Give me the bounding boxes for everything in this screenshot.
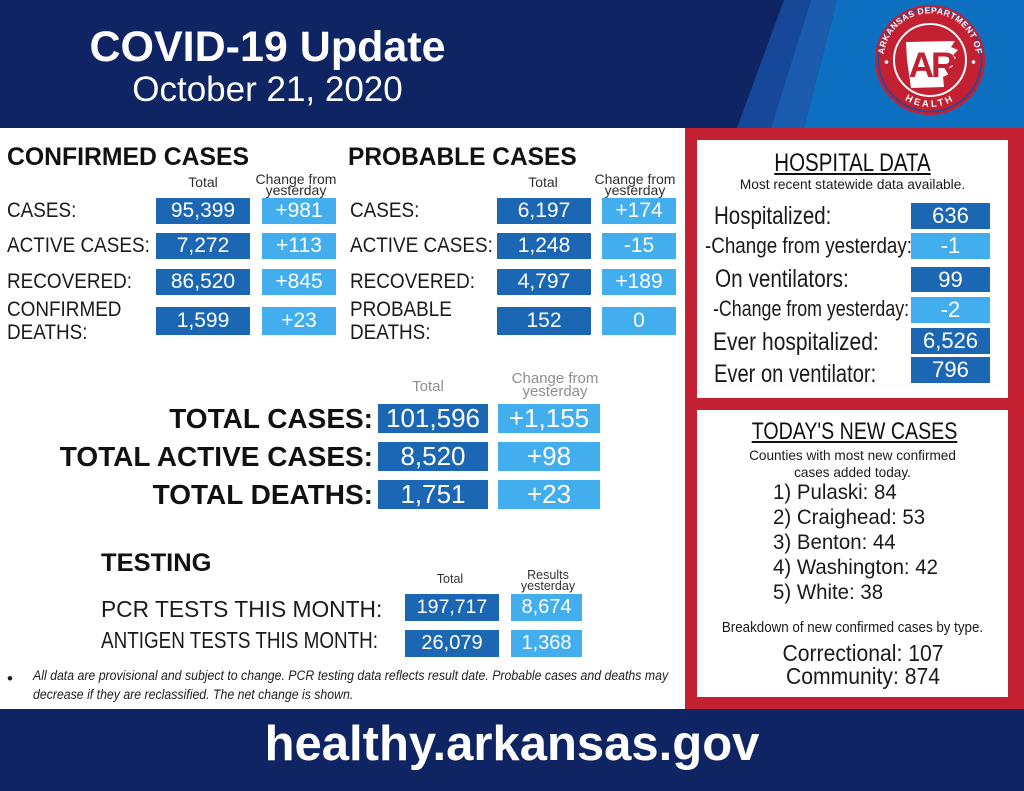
svg-text:AR: AR xyxy=(909,46,956,85)
